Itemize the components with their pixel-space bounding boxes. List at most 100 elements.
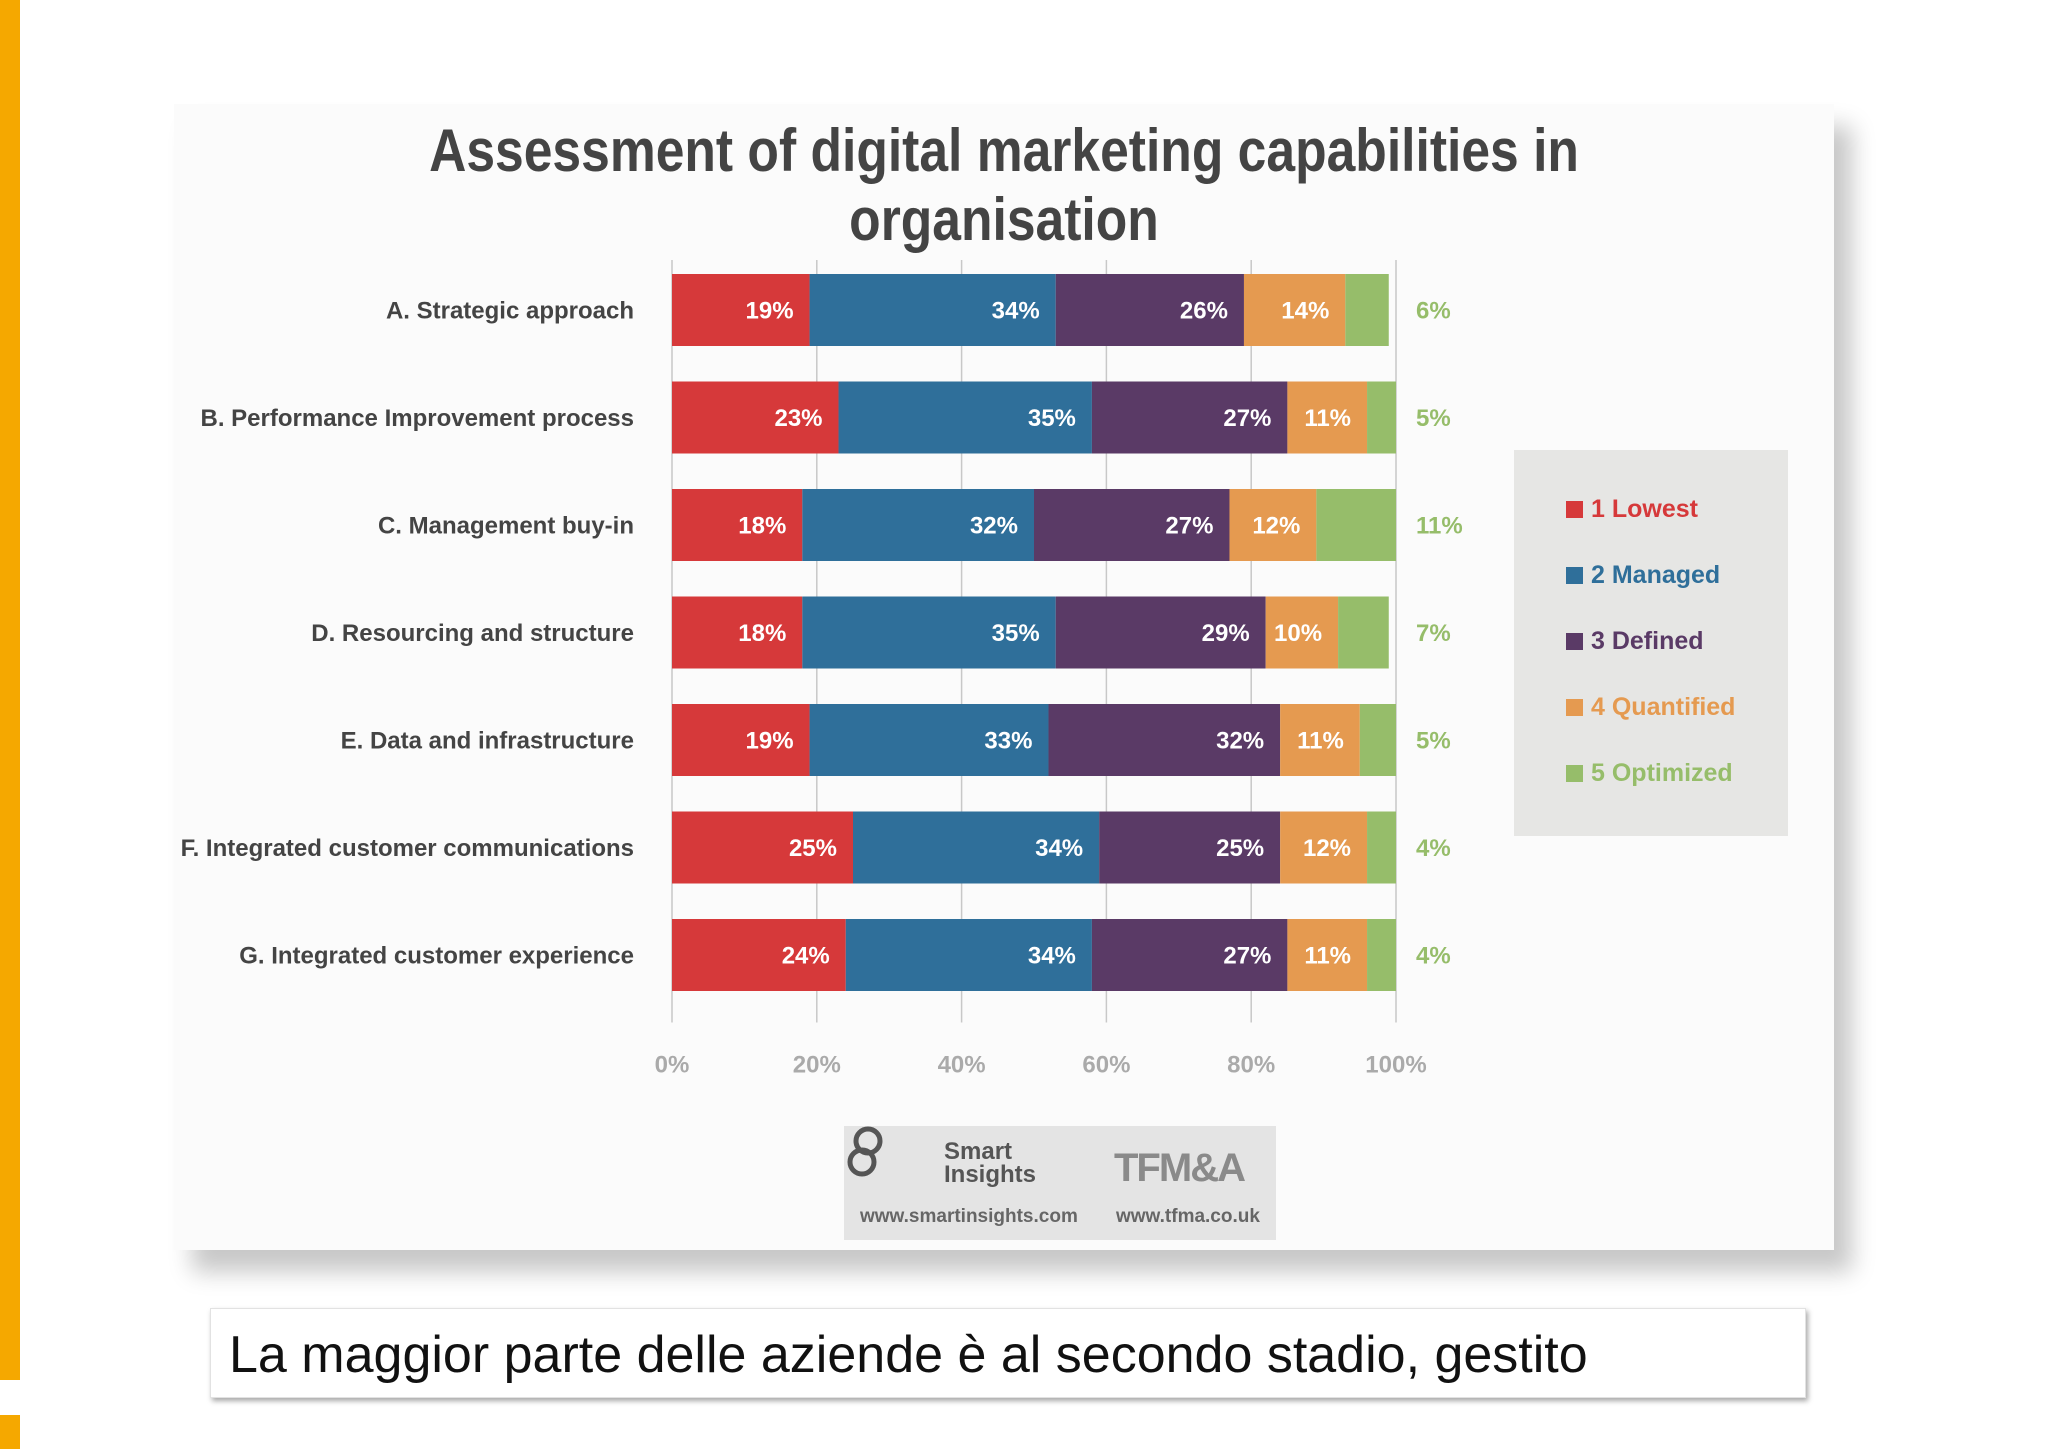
bar-data-label: 35% xyxy=(1028,405,1076,432)
bar-data-label-outside: 7% xyxy=(1416,620,1451,647)
bar-segment-5 xyxy=(1367,381,1396,454)
bar-segment-5 xyxy=(1367,919,1396,991)
chart-legend: 1 Lowest 2 Managed 3 Defined 4 Quantifie… xyxy=(1514,450,1788,836)
bar-segment-3 xyxy=(1091,381,1288,454)
bar-data-label: 32% xyxy=(970,512,1018,539)
legend-swatch-quantified xyxy=(1566,698,1583,716)
bar-data-label-outside: 4% xyxy=(1416,942,1451,969)
bar-segment-2 xyxy=(802,596,1056,669)
bar-data-label: 29% xyxy=(1202,620,1250,647)
legend-label-lowest: 1 Lowest xyxy=(1591,494,1698,523)
legend-label-defined: 3 Defined xyxy=(1591,626,1704,655)
bar-data-label: 19% xyxy=(746,727,794,754)
sponsor-logos: Smart Insights TFM&A www.smartinsights.c… xyxy=(844,1126,1276,1240)
tfma-logo: TFM&A xyxy=(1114,1146,1246,1190)
bar-segment-4 xyxy=(1280,704,1360,776)
bar-segment-1 xyxy=(672,381,839,454)
bar-segment-5 xyxy=(1345,274,1389,346)
bar-segment-2 xyxy=(809,704,1049,776)
bar-segment-1 xyxy=(672,596,803,669)
caption-box: La maggior parte delle aziende è al seco… xyxy=(210,1308,1806,1398)
bar-data-label-outside: 4% xyxy=(1416,835,1451,862)
bar-data-label: 18% xyxy=(738,620,786,647)
category-label: D. Resourcing and structure xyxy=(311,620,634,647)
bar-data-label: 25% xyxy=(789,835,837,862)
bar-data-label: 33% xyxy=(984,727,1032,754)
bar-data-label: 32% xyxy=(1216,727,1264,754)
x-tick-label-80: 80% xyxy=(1227,1052,1275,1079)
slide-caption: La maggior parte delle aziende è al seco… xyxy=(229,1326,1588,1384)
bar-data-label: 11% xyxy=(1304,942,1351,969)
category-label: F. Integrated customer communications xyxy=(181,835,634,862)
x-tick-label-100: 100% xyxy=(1365,1052,1426,1079)
bar-segment-2 xyxy=(802,489,1034,561)
bar-data-label: 25% xyxy=(1216,835,1264,862)
bar-segment-4 xyxy=(1243,274,1346,346)
category-label: A. Strategic approach xyxy=(386,297,634,324)
bar-segment-3 xyxy=(1091,919,1288,991)
legend-label-managed: 2 Managed xyxy=(1591,560,1721,589)
legend-swatch-managed xyxy=(1566,566,1583,584)
legend-swatch-lowest xyxy=(1566,500,1583,518)
bar-segment-4 xyxy=(1287,381,1368,454)
legend-item-managed: 2 Managed xyxy=(1566,560,1720,590)
category-label: E. Data and infrastructure xyxy=(341,727,634,754)
bar-segment-2 xyxy=(809,274,1056,346)
slide-accent-bar xyxy=(0,0,20,1380)
legend-item-optimized: 5 Optimized xyxy=(1566,758,1733,788)
smart-insights-logo-icon xyxy=(847,1126,883,1177)
bar-segment-3 xyxy=(1055,274,1244,346)
bar-segment-4 xyxy=(1287,919,1368,991)
bar-segment-3 xyxy=(1055,596,1266,669)
x-tick-label-60: 60% xyxy=(1082,1052,1130,1079)
bar-segment-4 xyxy=(1265,596,1339,669)
legend-swatch-defined xyxy=(1566,632,1583,650)
x-tick-label-20: 20% xyxy=(793,1052,841,1079)
bar-data-label: 24% xyxy=(782,942,830,969)
bar-data-label: 27% xyxy=(1165,512,1213,539)
tfma-url: www.tfma.co.uk xyxy=(1116,1206,1260,1227)
bar-data-label: 34% xyxy=(1035,835,1083,862)
category-label: G. Integrated customer experience xyxy=(239,942,634,969)
bar-segment-1 xyxy=(672,811,853,884)
bar-segment-3 xyxy=(1048,704,1281,776)
smart-insights-url: www.smartinsights.com xyxy=(860,1206,1078,1227)
legend-item-defined: 3 Defined xyxy=(1566,626,1704,656)
x-tick-label-40: 40% xyxy=(938,1052,986,1079)
bar-segment-2 xyxy=(853,811,1100,884)
smart-insights-logo-line2: Insights xyxy=(944,1161,1037,1188)
bar-segment-5 xyxy=(1367,811,1396,884)
bar-data-label: 34% xyxy=(1028,942,1076,969)
x-tick-label-0: 0% xyxy=(655,1052,690,1079)
smart-insights-logo-text: Smart Insights xyxy=(944,1138,1044,1188)
bar-segment-5 xyxy=(1359,704,1396,776)
bar-segment-5 xyxy=(1316,489,1396,561)
legend-label-optimized: 5 Optimized xyxy=(1591,758,1733,787)
bar-data-label-outside: 11% xyxy=(1416,512,1463,539)
bar-data-label: 12% xyxy=(1303,835,1351,862)
bar-segment-5 xyxy=(1338,596,1389,669)
bar-data-label: 19% xyxy=(746,297,794,324)
legend-swatch-optimized xyxy=(1566,764,1583,782)
legend-item-lowest: 1 Lowest xyxy=(1566,494,1698,524)
chart-card: Assessment of digital marketing capabili… xyxy=(174,104,1834,1250)
bar-data-label: 11% xyxy=(1304,405,1351,432)
bar-segment-3 xyxy=(1099,811,1281,884)
category-label: C. Management buy-in xyxy=(378,512,634,539)
bar-data-label: 23% xyxy=(774,405,822,432)
bar-data-label: 10% xyxy=(1274,620,1322,647)
bar-segment-4 xyxy=(1280,811,1368,884)
chart-title: Assessment of digital marketing capabili… xyxy=(429,117,1579,253)
bar-segment-1 xyxy=(672,919,846,991)
category-label: B. Performance Improvement process xyxy=(201,405,635,432)
bar-segment-1 xyxy=(672,274,810,346)
bar-data-label-outside: 5% xyxy=(1416,405,1451,432)
bar-data-label-outside: 6% xyxy=(1416,297,1451,324)
bar-data-label: 26% xyxy=(1180,297,1228,324)
smart-insights-logo-line1: Smart xyxy=(944,1138,1013,1165)
bar-data-label-outside: 5% xyxy=(1416,727,1451,754)
bar-data-label: 27% xyxy=(1223,942,1271,969)
legend-label-quantified: 4 Quantified xyxy=(1591,692,1736,721)
bar-data-label: 27% xyxy=(1223,405,1271,432)
bar-data-label: 11% xyxy=(1297,727,1344,754)
